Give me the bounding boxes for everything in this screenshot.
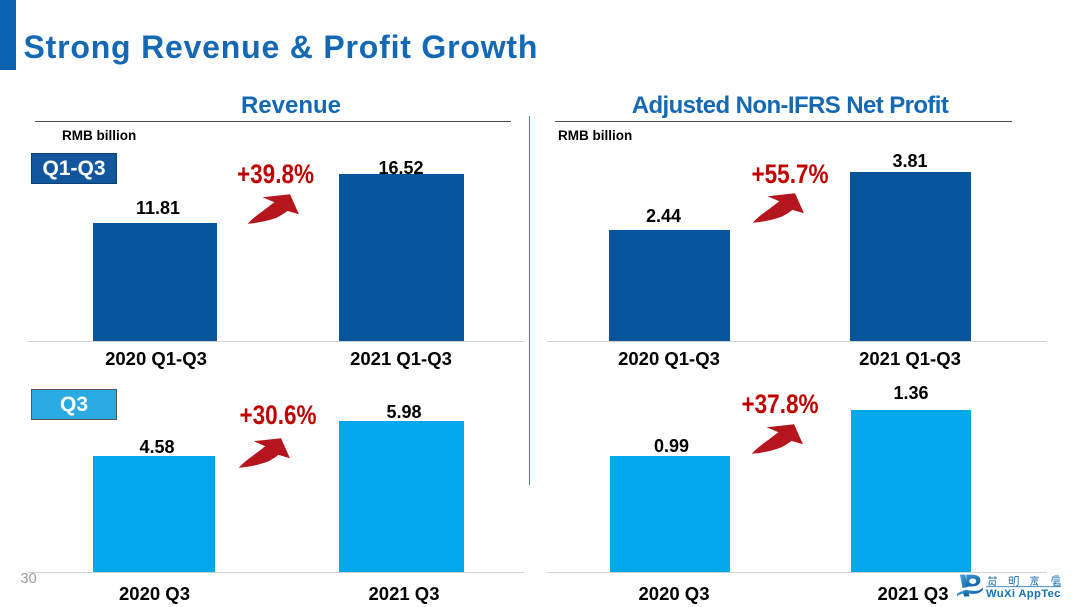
- svg-text:WuXi AppTec: WuXi AppTec: [986, 588, 1061, 600]
